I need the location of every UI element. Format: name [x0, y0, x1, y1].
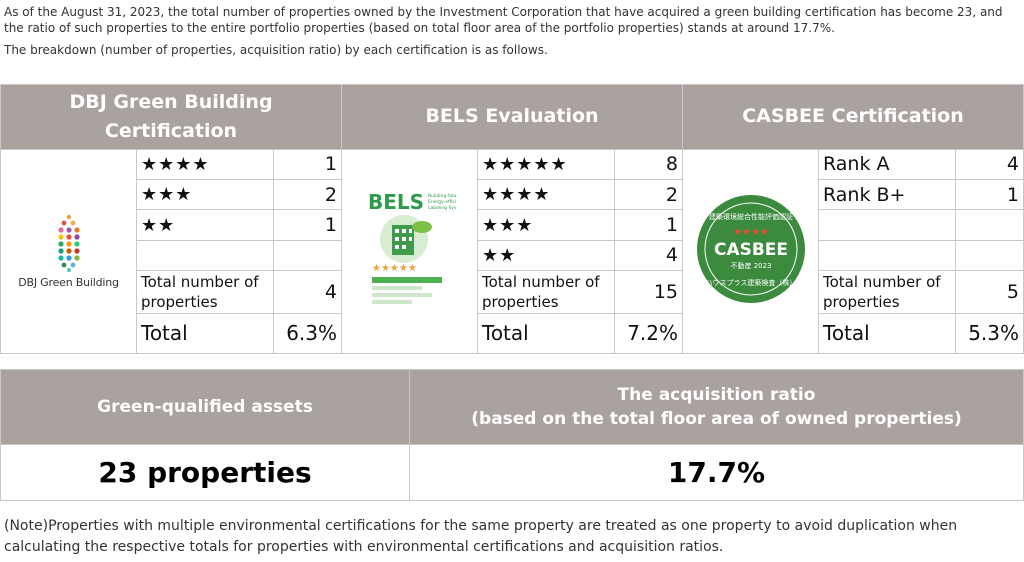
casbee-total-properties-label: Total number of properties: [818, 270, 956, 314]
bels-rank-4: ★★: [477, 239, 615, 272]
intro-text: As of the August 31, 2023, the total num…: [4, 4, 1020, 58]
summary-header-row: Green-qualified assets The acquisition r…: [0, 369, 1024, 445]
summary-value-row: 23 properties 17.7%: [0, 444, 1024, 501]
casbee-rank-4: [818, 239, 956, 272]
dbj-rank-3: ★★: [136, 209, 274, 241]
bels-total-properties-label: Total number of properties: [477, 270, 615, 314]
casbee-rank-2: Rank B+: [818, 179, 956, 211]
bels-rank-2: ★★★★: [477, 179, 615, 211]
acquisition-ratio-value: 17.7%: [409, 444, 1024, 501]
dbj-total-value: 6.3%: [273, 312, 342, 354]
dbj-logo-text: DBJ Green Building: [18, 275, 119, 289]
casbee-logo-cell: 建築環境総合性能評価認証 ★★★★ CASBEE 不動産 2023 ハウスプラス…: [682, 148, 819, 355]
bels-total-value: 7.2%: [614, 312, 683, 354]
certification-table: DBJ Green Building Certification BELS Ev…: [0, 84, 1024, 355]
dbj-total-properties-label: Total number of properties: [136, 270, 274, 314]
casbee-logo-stars: ★★★★: [733, 227, 769, 238]
casbee-logo-year: 不動産 2023: [730, 261, 771, 270]
casbee-total-label: Total: [818, 312, 956, 354]
svg-text:★★★★★: ★★★★★: [372, 263, 417, 274]
acquisition-ratio-header-line-1: The acquisition ratio: [617, 385, 816, 405]
bels-logo-icon: BELS Building-housing Energy-efficiency …: [363, 186, 467, 311]
green-qualified-assets-header: Green-qualified assets: [0, 369, 410, 445]
cert-row-3: ★★ 1 ★★★ 1: [1, 209, 1024, 241]
acquisition-ratio-header: The acquisition ratio (based on the tota…: [409, 369, 1024, 445]
bels-count-1: 8: [614, 148, 683, 181]
casbee-rank-3: [818, 209, 956, 241]
dbj-rank-2: ★★★: [136, 179, 274, 211]
dbj-logo-cell: DBJ Green Building: [0, 148, 137, 355]
cert-row-2: ★★★ 2 ★★★★ 2 Rank B+ 1: [1, 179, 1024, 211]
casbee-count-1: 4: [954, 148, 1024, 181]
casbee-logo-top: 建築環境総合性能評価認証: [709, 212, 793, 221]
bels-count-4: 4: [614, 239, 683, 272]
bels-rank-1: ★★★★★: [477, 148, 615, 181]
dbj-green-building-logo-icon: [57, 214, 80, 272]
dbj-total-properties-value: 4: [273, 270, 342, 314]
casbee-header: CASBEE Certification: [681, 84, 1024, 150]
intro-line-2: The breakdown (number of properties, acq…: [4, 43, 548, 57]
bels-total-label: Total: [477, 312, 615, 354]
summary-table: Green-qualified assets The acquisition r…: [0, 369, 1024, 501]
cert-header-row: DBJ Green Building Certification BELS Ev…: [0, 84, 1024, 150]
bels-header: BELS Evaluation: [341, 84, 683, 150]
cert-total-ratio-row: Total 6.3% Total 7.2% Total 5.3%: [1, 312, 1024, 354]
dbj-count-2: 2: [273, 179, 342, 211]
dbj-count-4: [273, 239, 342, 272]
dbj-header: DBJ Green Building Certification: [0, 84, 342, 150]
footnote: (Note)Properties with multiple environme…: [4, 518, 958, 555]
dbj-rank-1: ★★★★: [136, 148, 274, 181]
dbj-count-1: 1: [273, 148, 342, 181]
cert-row-1: DBJ Green Building ★★★★ 1 BELS Building-…: [0, 148, 1024, 355]
bels-total-properties-value: 15: [614, 270, 683, 314]
bels-logo-cell: BELS Building-housing Energy-efficiency …: [341, 148, 478, 355]
dbj-count-3: 1: [273, 209, 342, 241]
svg-text:Labeling System: Labeling System: [428, 205, 456, 211]
casbee-rank-1: Rank A: [818, 148, 956, 181]
svg-text:Building-housing: Building-housing: [428, 193, 456, 199]
green-qualified-assets-value: 23 properties: [0, 444, 410, 501]
casbee-count-2: 1: [954, 179, 1024, 211]
dbj-total-label: Total: [136, 312, 274, 354]
casbee-total-value: 5.3%: [954, 312, 1024, 354]
bels-rank-3: ★★★: [477, 209, 615, 241]
casbee-logo-icon: 建築環境総合性能評価認証 ★★★★ CASBEE 不動産 2023 ハウスプラス…: [696, 194, 805, 303]
bels-count-2: 2: [614, 179, 683, 211]
bels-count-3: 1: [614, 209, 683, 241]
casbee-total-properties-value: 5: [954, 270, 1024, 314]
bels-logo-text: BELS: [368, 190, 424, 214]
intro-line-1: As of the August 31, 2023, the total num…: [4, 5, 1003, 35]
cert-total-properties-row: Total number of properties 4 Total numbe…: [1, 270, 1024, 314]
svg-text:Energy-efficiency: Energy-efficiency: [428, 199, 456, 205]
casbee-count-4: [954, 239, 1024, 272]
casbee-logo-bottom: ハウスプラス建築検査（株）: [705, 278, 796, 287]
acquisition-ratio-header-line-2: (based on the total floor area of owned …: [471, 409, 962, 429]
cert-row-4: ★★ 4: [1, 239, 1024, 272]
dbj-rank-4: [136, 239, 274, 272]
casbee-logo-text: CASBEE: [713, 240, 787, 260]
casbee-count-3: [954, 209, 1024, 241]
